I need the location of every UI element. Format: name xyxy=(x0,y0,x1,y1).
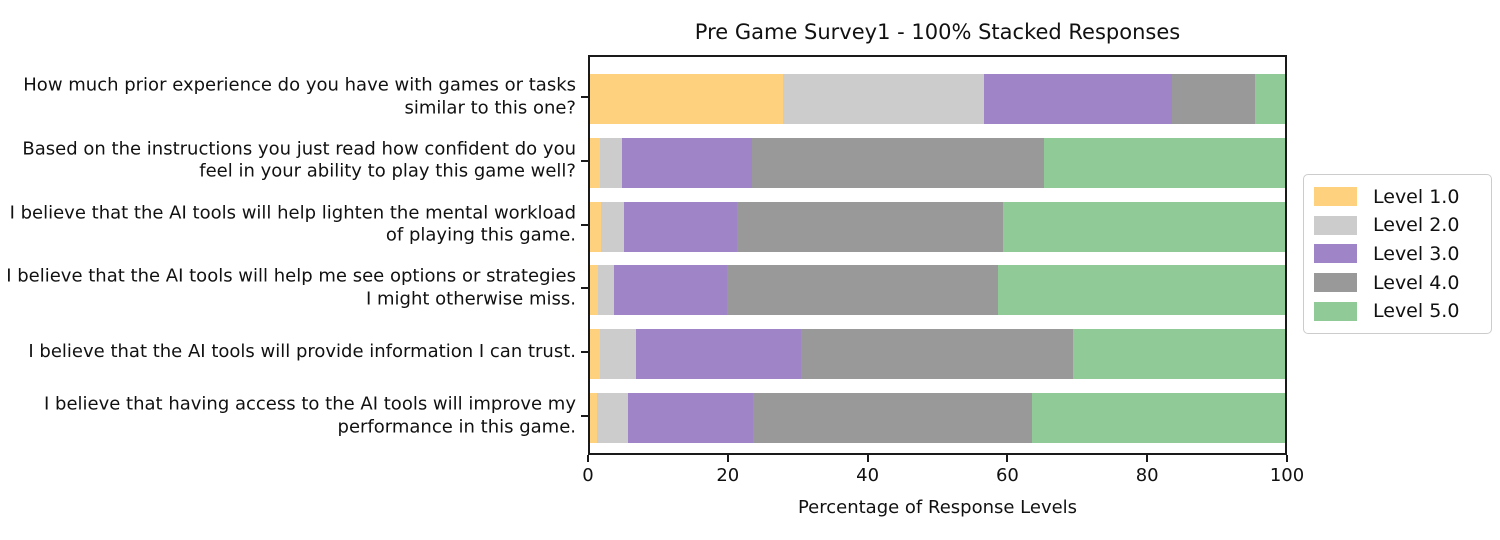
bar-segment-level-1-0 xyxy=(590,74,784,124)
legend-swatch-icon xyxy=(1314,273,1357,293)
bar-segment-level-4-0 xyxy=(752,393,1032,443)
x-tick-mark xyxy=(726,455,729,462)
bar-row xyxy=(590,74,1285,124)
bar-segment-level-4-0 xyxy=(751,137,1044,188)
x-tick-mark xyxy=(1286,455,1288,462)
x-tick-mark xyxy=(1146,455,1149,462)
legend-label: Level 5.0 xyxy=(1373,300,1460,323)
y-tick-mark xyxy=(581,96,588,98)
chart-title: Pre Game Survey1 - 100% Stacked Response… xyxy=(694,20,1181,44)
x-tick-label: 80 xyxy=(1135,465,1159,486)
bar-segment-level-5-0 xyxy=(1031,393,1285,443)
x-axis-title: Percentage of Response Levels xyxy=(797,497,1078,518)
bar-segment-level-5-0 xyxy=(1043,137,1285,188)
x-tick-label: 60 xyxy=(995,465,1019,486)
plot-area xyxy=(588,55,1287,455)
bar-segment-level-3-0 xyxy=(984,74,1172,124)
bar-segment-level-3-0 xyxy=(624,201,737,252)
x-tick-mark xyxy=(1006,455,1009,462)
bar-segment-level-4-0 xyxy=(726,265,998,316)
bar-segment-level-3-0 xyxy=(627,393,753,443)
bar-segment-level-1-0 xyxy=(590,329,600,380)
y-tick-label: I believe that the AI tools will help li… xyxy=(9,202,576,246)
legend-label: Level 2.0 xyxy=(1373,214,1460,237)
bar-segment-level-5-0 xyxy=(1072,329,1285,380)
y-tick-mark xyxy=(581,287,588,290)
x-tick-label: 40 xyxy=(856,465,880,486)
legend-entry: Level 1.0 xyxy=(1314,186,1481,208)
bar-segment-level-1-0 xyxy=(590,137,601,188)
legend-entry: Level 5.0 xyxy=(1314,300,1481,322)
bar-segment-level-1-0 xyxy=(590,393,597,443)
bar-segment-level-3-0 xyxy=(621,137,752,188)
y-tick-label: How much prior experience do you have wi… xyxy=(23,74,576,119)
bar-segment-level-4-0 xyxy=(736,201,1003,252)
y-tick-label: Based on the instructions you just read … xyxy=(22,138,576,182)
bar-segment-level-2-0 xyxy=(601,201,625,252)
bar-segment-level-3-0 xyxy=(614,265,727,316)
legend: Level 1.0 Level 2.0 Level 3.0 Level 4.0 Leve… xyxy=(1303,174,1492,334)
bar-segment-level-4-0 xyxy=(800,329,1073,380)
legend-label: Level 4.0 xyxy=(1373,271,1460,294)
legend-entry: Level 3.0 xyxy=(1314,243,1481,265)
bar-segment-level-5-0 xyxy=(997,265,1285,316)
x-tick-label: 20 xyxy=(716,465,740,486)
y-tick-mark xyxy=(581,351,588,354)
y-tick-label: I believe that the AI tools will provide… xyxy=(28,340,576,362)
bar-row xyxy=(590,137,1285,188)
bar-segment-level-1-0 xyxy=(590,201,602,252)
legend-swatch-icon xyxy=(1314,244,1357,264)
bar-row xyxy=(590,265,1285,316)
y-tick-mark xyxy=(581,223,588,226)
bar-row xyxy=(590,393,1285,443)
bar-row xyxy=(590,329,1285,380)
y-tick-mark xyxy=(581,415,588,417)
x-tick-mark xyxy=(866,455,869,462)
bar-segment-level-5-0 xyxy=(1002,201,1285,252)
legend-swatch-icon xyxy=(1314,187,1357,207)
y-tick-label: I believe that having access to the AI t… xyxy=(44,393,576,438)
bar-segment-level-2-0 xyxy=(599,329,636,380)
y-tick-label: I believe that the AI tools will help me… xyxy=(6,265,576,310)
legend-swatch-icon xyxy=(1314,215,1357,235)
bar-row xyxy=(590,201,1285,252)
x-tick-label: 0 xyxy=(582,465,594,486)
x-tick-label: 100 xyxy=(1269,465,1305,486)
legend-label: Level 1.0 xyxy=(1373,185,1460,208)
legend-label: Level 3.0 xyxy=(1373,242,1460,265)
legend-entry: Level 4.0 xyxy=(1314,272,1481,294)
x-tick-mark xyxy=(587,455,589,462)
bar-segment-level-4-0 xyxy=(1171,74,1256,124)
bar-segment-level-5-0 xyxy=(1255,74,1285,124)
bar-segment-level-2-0 xyxy=(783,74,985,124)
bar-segment-level-2-0 xyxy=(597,265,615,316)
y-tick-mark xyxy=(581,159,588,162)
legend-swatch-icon xyxy=(1314,301,1357,321)
bar-segment-level-2-0 xyxy=(596,393,628,443)
bar-segment-level-2-0 xyxy=(600,137,622,188)
bar-segment-level-1-0 xyxy=(590,265,598,316)
legend-entry: Level 2.0 xyxy=(1314,214,1481,236)
bar-segment-level-3-0 xyxy=(635,329,801,380)
